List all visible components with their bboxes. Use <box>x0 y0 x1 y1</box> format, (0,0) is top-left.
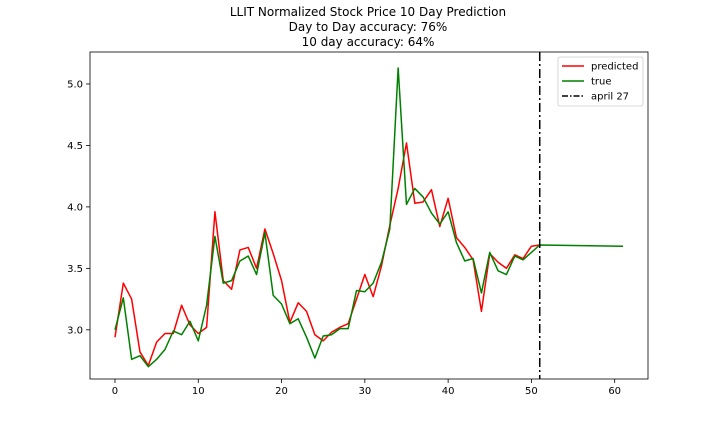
chart-title: LLIT Normalized Stock Price 10 Day Predi… <box>230 5 506 49</box>
x-tick-label: 30 <box>358 386 371 397</box>
legend-label-predicted: predicted <box>591 62 638 73</box>
chart-title-line-1: LLIT Normalized Stock Price 10 Day Predi… <box>230 5 506 19</box>
legend-label-april-27: april 27 <box>591 92 629 103</box>
x-tick-label: 40 <box>442 386 455 397</box>
legend-box <box>557 56 644 107</box>
x-tick-label: 20 <box>275 386 288 397</box>
legend-label-true: true <box>591 77 612 88</box>
chart-title-line-2: Day to Day accuracy: 76% <box>289 20 448 34</box>
y-tick-label: 3.5 <box>67 264 83 275</box>
x-tick-label: 0 <box>112 386 118 397</box>
x-tick-label: 10 <box>192 386 205 397</box>
chart-title-line-3: 10 day accuracy: 64% <box>302 35 435 49</box>
x-tick-label: 60 <box>608 386 621 397</box>
y-tick-label: 5.0 <box>67 79 83 90</box>
plot-area-frame <box>89 51 649 380</box>
x-axis: 0 10 20 30 40 50 60 <box>112 379 621 397</box>
series-line-true <box>114 67 624 368</box>
y-axis: 3.0 3.5 4.0 4.5 5.0 <box>67 79 90 336</box>
series-line-predicted <box>114 142 540 367</box>
y-tick-label: 4.5 <box>67 141 83 152</box>
x-tick-label: 50 <box>525 386 538 397</box>
y-tick-label: 4.0 <box>67 202 83 213</box>
y-tick-label: 3.0 <box>67 325 83 336</box>
legend: predicted true april 27 <box>557 56 644 107</box>
series-layer <box>114 67 624 368</box>
